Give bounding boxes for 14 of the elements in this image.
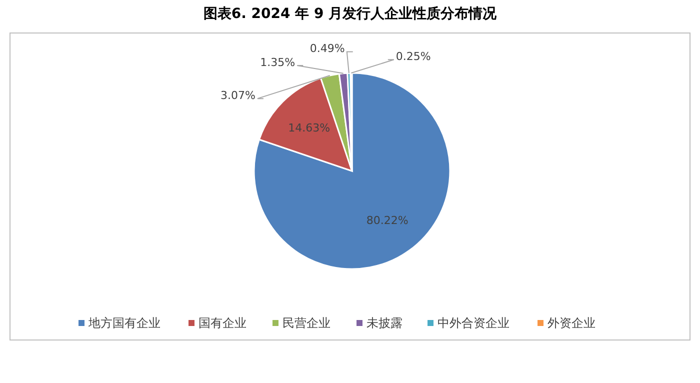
- data-label: 0.25%: [396, 50, 431, 64]
- chart-title: 图表6. 2024 年 9 月发行人企业性质分布情况: [203, 5, 498, 22]
- pie-slice: [253, 72, 451, 270]
- data-label: 3.07%: [220, 89, 256, 102]
- legend-label: 中外合资企业: [438, 316, 510, 330]
- legend-label: 民营企业: [282, 316, 330, 330]
- data-label: 0.49%: [310, 42, 345, 56]
- legend-label: 未披露: [366, 316, 402, 330]
- data-label: 1.35%: [260, 56, 296, 70]
- data-label: 14.63%: [288, 121, 330, 134]
- legend-label: 外资企业: [548, 316, 596, 330]
- legend-label: 地方国有企业: [88, 316, 160, 330]
- legend-label: 国有企业: [198, 316, 246, 330]
- data-label: 80.22%: [366, 214, 408, 227]
